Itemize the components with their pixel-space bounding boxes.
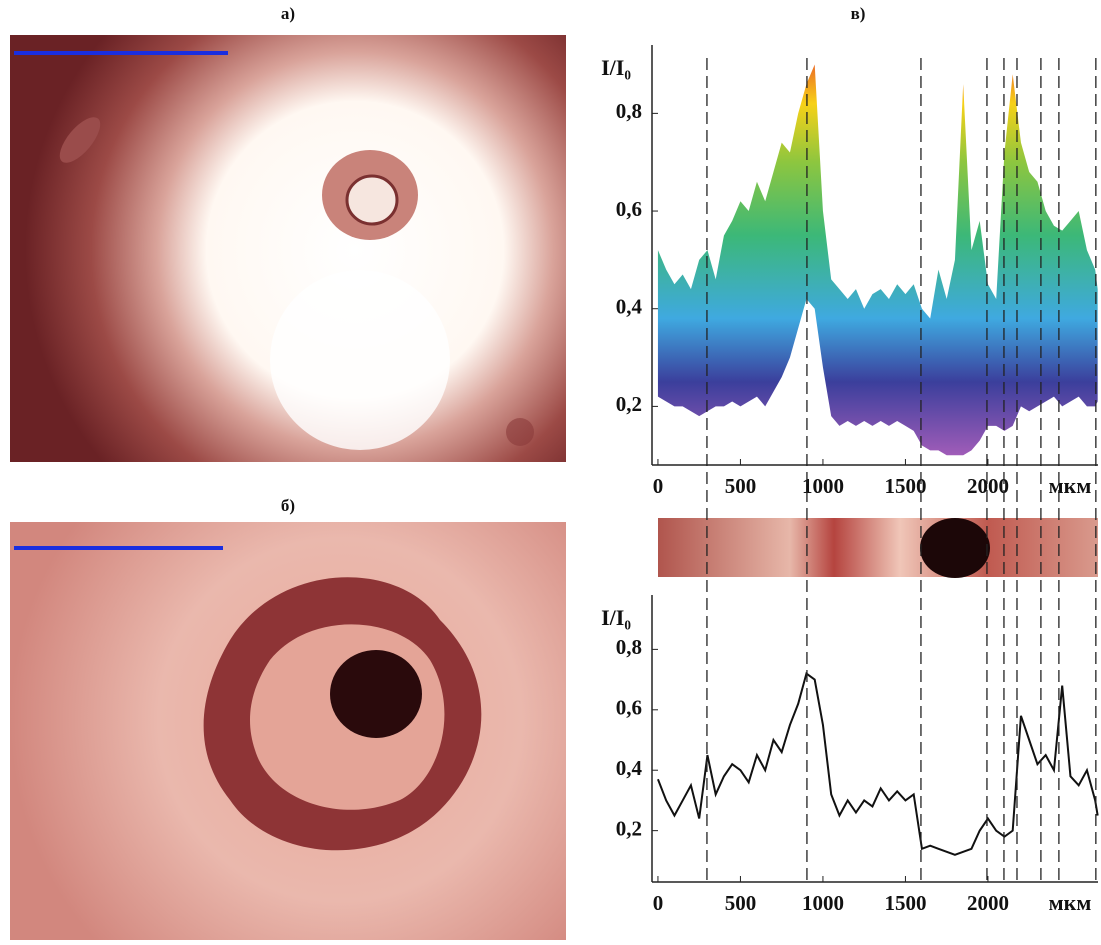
x-tick-label: 2000 <box>967 891 1009 915</box>
y-tick-label: 0,2 <box>616 392 642 416</box>
y-tick-label: 0,6 <box>616 696 642 720</box>
x-tick-label: 0 <box>653 474 664 498</box>
panel-label: б) <box>281 496 295 515</box>
y-axis-label: I/I₀ <box>601 605 631 630</box>
x-tick-label: 1000 <box>802 474 844 498</box>
intensity-line <box>657 671 1099 856</box>
y-axis-label: I/I₀ <box>601 55 631 80</box>
y-tick-label: 0,8 <box>616 99 642 123</box>
x-tick-label: 500 <box>725 891 757 915</box>
intensity-band <box>657 64 1098 456</box>
photo-b <box>10 522 566 940</box>
x-axis-label: мкм <box>1049 890 1092 915</box>
photo-a <box>10 35 566 462</box>
x-tick-label: 1500 <box>884 891 926 915</box>
panel-label: в) <box>851 4 866 23</box>
x-axis-label: мкм <box>1049 473 1092 498</box>
y-tick-label: 0,4 <box>616 295 643 319</box>
y-tick-label: 0,6 <box>616 197 642 221</box>
panel-label: а) <box>281 4 295 23</box>
x-tick-label: 500 <box>725 474 757 498</box>
photo-strip <box>658 518 1098 578</box>
x-tick-label: 0 <box>653 891 664 915</box>
y-tick-label: 0,2 <box>616 816 642 840</box>
y-tick-label: 0,4 <box>616 756 643 780</box>
y-tick-label: 0,8 <box>616 635 642 659</box>
x-tick-label: 1500 <box>884 474 926 498</box>
x-tick-label: 2000 <box>967 474 1009 498</box>
x-tick-label: 1000 <box>802 891 844 915</box>
